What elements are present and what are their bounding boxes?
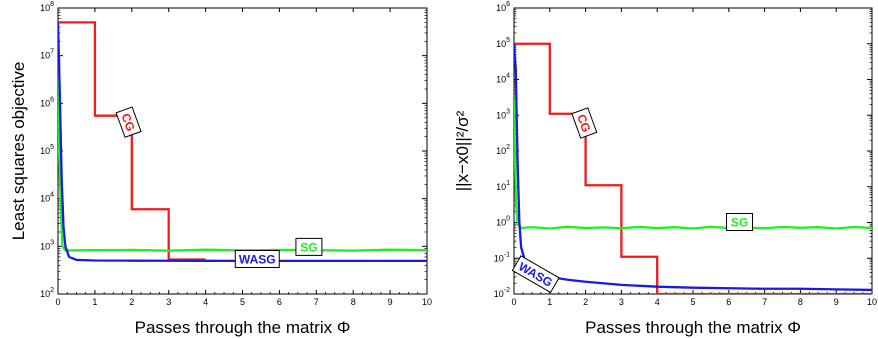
annotation-label: CG xyxy=(118,111,137,133)
annotation-wasg: WASG xyxy=(511,255,560,294)
chart-least-squares: 0 1 2 3 4 5 6 7 8 9 10 102 103 104 105 106 107 108 Passes … xyxy=(9,1,432,337)
series-line-cg xyxy=(58,21,206,261)
y-tick-label: 103 xyxy=(40,239,54,251)
x-tick-label: 4 xyxy=(655,297,660,307)
series-line-wasg xyxy=(514,43,872,292)
x-tick-label: 5 xyxy=(240,297,245,307)
x-tick-label: 7 xyxy=(762,297,767,307)
y-tick-label: 102 xyxy=(496,144,510,156)
x-tick-label: 2 xyxy=(583,297,588,307)
y-tick-label: 102 xyxy=(40,287,54,299)
annotation-label: CG xyxy=(574,112,593,134)
y-tick-label: 105 xyxy=(496,37,510,49)
x-tick-label: 10 xyxy=(422,297,432,307)
x-tick-label: 1 xyxy=(547,297,552,307)
x-tick-label: 9 xyxy=(388,297,393,307)
series-line-sg xyxy=(58,70,427,252)
annotation-box xyxy=(295,237,323,256)
x-tick-label: 4 xyxy=(203,297,208,307)
x-tick-label: 3 xyxy=(619,297,624,307)
y-tick-label: 104 xyxy=(40,192,54,204)
x-axis-label: Passes through the matrix Φ xyxy=(585,318,801,337)
x-tick-label: 10 xyxy=(867,297,877,307)
series-line-sg xyxy=(514,98,872,230)
x-tick-label: 6 xyxy=(277,297,282,307)
y-axis-label: Least squares objective xyxy=(9,62,28,241)
annotation-box xyxy=(571,107,598,139)
y-tick-label: 106 xyxy=(496,1,510,13)
y-tick-label: 107 xyxy=(40,49,54,61)
y-tick-label: 108 xyxy=(40,1,54,13)
annotation-sg: SG xyxy=(726,213,754,231)
chart-normalized-error: 0 1 2 3 4 5 6 7 8 9 10 10-2 10-1 100 101 102 103 104 105 10… xyxy=(453,1,877,337)
annotation-sg: SG xyxy=(295,237,323,256)
y-tick-label: 10-2 xyxy=(494,287,510,299)
plot-frame xyxy=(513,7,873,295)
annotation-label: SG xyxy=(731,216,748,230)
x-tick-label: 0 xyxy=(55,297,60,307)
annotation-box xyxy=(115,106,142,138)
y-tick-label: 103 xyxy=(496,108,510,120)
x-tick-label: 8 xyxy=(351,297,356,307)
y-tick-label: 10-1 xyxy=(494,251,510,263)
x-tick-label: 3 xyxy=(166,297,171,307)
y-tick-label: 101 xyxy=(496,180,510,192)
x-tick-label: 9 xyxy=(834,297,839,307)
x-tick-label: 2 xyxy=(129,297,134,307)
y-tick-label: 105 xyxy=(40,144,54,156)
annotation-cg: CG xyxy=(571,107,598,139)
x-tick-label: 5 xyxy=(690,297,695,307)
x-tick-label: 6 xyxy=(726,297,731,307)
annotation-box xyxy=(726,213,754,231)
x-tick-label: 8 xyxy=(798,297,803,307)
y-tick-label: 104 xyxy=(496,73,510,85)
x-tick-label: 0 xyxy=(511,297,516,307)
y-axis-label: ||x−x0||²/σ² xyxy=(453,110,472,191)
annotation-label: SG xyxy=(300,240,317,254)
series-line-wasg xyxy=(58,22,427,263)
x-tick-label: 1 xyxy=(92,297,97,307)
annotation-box xyxy=(234,249,280,268)
annotation-label: WASG xyxy=(239,252,276,266)
x-tick-label: 7 xyxy=(314,297,319,307)
annotation-wasg: WASG xyxy=(234,249,280,268)
y-tick-label: 106 xyxy=(40,96,54,108)
y-tick-label: 100 xyxy=(496,216,510,228)
annotation-box xyxy=(511,255,560,294)
series-line-cg xyxy=(514,42,872,294)
annotation-cg: CG xyxy=(115,106,142,138)
x-axis-label: Passes through the matrix Φ xyxy=(135,318,351,337)
